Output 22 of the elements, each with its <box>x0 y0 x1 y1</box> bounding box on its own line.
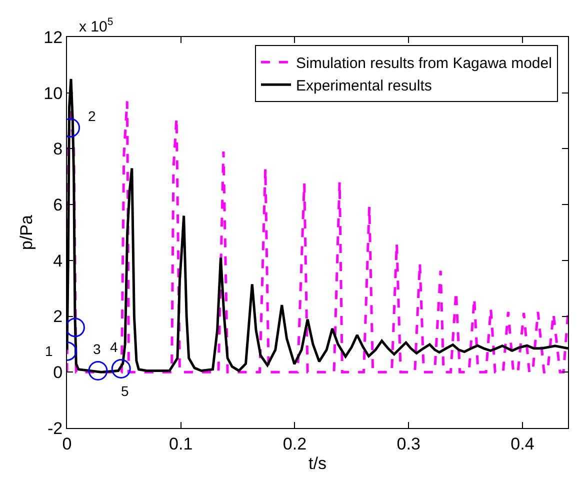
x-tick-label: 0.3 <box>396 434 420 454</box>
annotation: 5 <box>121 383 129 399</box>
annotation: 2 <box>88 108 96 124</box>
y-tick-label: 2 <box>53 307 63 326</box>
y-tick-label: -2 <box>47 418 63 438</box>
legend-label: Experimental results <box>296 77 432 94</box>
y-axis-title: p/Pa <box>17 214 36 250</box>
y-tick-label: 6 <box>53 196 63 215</box>
annotation: 1 <box>45 343 53 359</box>
y-tick-label: 4 <box>53 251 63 270</box>
annotation: 4 <box>110 339 118 355</box>
y-tick-label: 10 <box>44 84 63 103</box>
x-tick-label: 0.4 <box>510 434 534 454</box>
annotation: 3 <box>93 341 101 357</box>
x-tick-label: 0.1 <box>169 434 193 454</box>
y-tick-label: 12 <box>44 28 63 47</box>
x-tick-label: 0.2 <box>282 434 307 454</box>
y-tick-label: 0 <box>53 363 63 382</box>
y-tick-label: 8 <box>53 140 63 159</box>
legend-label: Simulation results from Kagawa model <box>296 54 552 72</box>
text: x 10$^{5}$ <box>79 16 114 36</box>
x-axis-title: t/s <box>308 454 326 473</box>
